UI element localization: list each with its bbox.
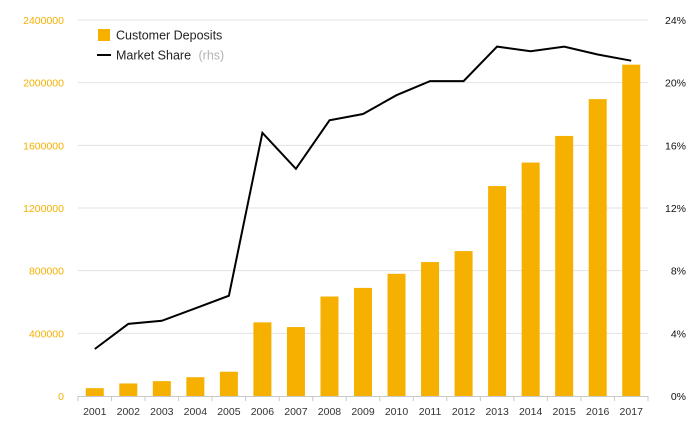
- y-left-tick-label: 0: [58, 391, 64, 403]
- y-left-tick-label: 2000000: [23, 78, 64, 90]
- bar-customer-deposits: [387, 273, 406, 396]
- gridlines: [78, 19, 648, 334]
- bar-customer-deposits: [588, 99, 607, 396]
- bar-customer-deposits: [488, 186, 507, 396]
- legend-line-name: Market Share: [116, 49, 191, 63]
- x-tick-label: 2001: [83, 406, 107, 418]
- x-tick-label: 2016: [586, 406, 610, 418]
- bar-customer-deposits: [119, 383, 138, 396]
- bar-customer-deposits: [622, 64, 641, 397]
- y-right-tick-label: 4%: [671, 328, 686, 340]
- y-left-tick-label: 1600000: [23, 140, 64, 152]
- y-right-tick-label: 0%: [671, 391, 686, 403]
- x-tick-label: 2012: [452, 406, 476, 418]
- x-tick-label: 2013: [485, 406, 509, 418]
- legend: Customer Deposits Market Share (rhs): [97, 29, 224, 63]
- y-right-tick-label: 24%: [665, 15, 686, 27]
- y-right-tick-label: 12%: [665, 203, 686, 215]
- line-series: [94, 45, 632, 350]
- y-left-tick-label: 400000: [29, 328, 64, 340]
- y-left-tick-label: 2400000: [23, 15, 64, 27]
- bar-customer-deposits: [555, 135, 574, 396]
- x-tick-label: 2003: [150, 406, 174, 418]
- bar-customer-deposits: [521, 162, 540, 396]
- bar-series: [85, 64, 641, 397]
- y-right-tick-label: 20%: [665, 78, 686, 90]
- bar-customer-deposits: [85, 388, 104, 396]
- y-left-tick-label: 800000: [29, 266, 64, 278]
- x-tick-label: 2009: [351, 406, 375, 418]
- y-right-tick-label: 16%: [665, 140, 686, 152]
- x-tick-label: 2010: [385, 406, 409, 418]
- bar-customer-deposits: [421, 262, 440, 396]
- bar-customer-deposits: [186, 377, 205, 396]
- bar-customer-deposits: [286, 327, 305, 396]
- bar-customer-deposits: [320, 296, 339, 396]
- y-right-tick-label: 8%: [671, 266, 686, 278]
- legend-line-label: Market Share (rhs): [116, 49, 224, 63]
- x-tick-label: 2014: [519, 406, 543, 418]
- y-left-tick-label: 1200000: [23, 203, 64, 215]
- x-tick-label: 2005: [217, 406, 241, 418]
- x-tick-label: 2008: [318, 406, 342, 418]
- legend-bar-swatch: [98, 29, 110, 41]
- bar-customer-deposits: [253, 322, 272, 396]
- axes: 0 400000 800000 1200000 1600000 2000000 240000…: [23, 15, 686, 418]
- x-tick-label: 2006: [251, 406, 275, 418]
- bar-customer-deposits: [219, 371, 238, 396]
- x-tick-label: 2017: [620, 406, 644, 418]
- x-tick-label: 2011: [419, 406, 442, 418]
- legend-line-suffix: (rhs): [199, 49, 225, 63]
- x-tick-label: 2002: [117, 406, 141, 418]
- bar-customer-deposits: [152, 381, 171, 396]
- legend-bar-label: Customer Deposits: [116, 29, 222, 43]
- bar-customer-deposits: [454, 251, 473, 396]
- x-tick-label: 2007: [284, 406, 308, 418]
- bar-customer-deposits: [354, 287, 372, 396]
- x-tick-label: 2015: [552, 406, 576, 418]
- x-tick-label: 2004: [184, 406, 208, 418]
